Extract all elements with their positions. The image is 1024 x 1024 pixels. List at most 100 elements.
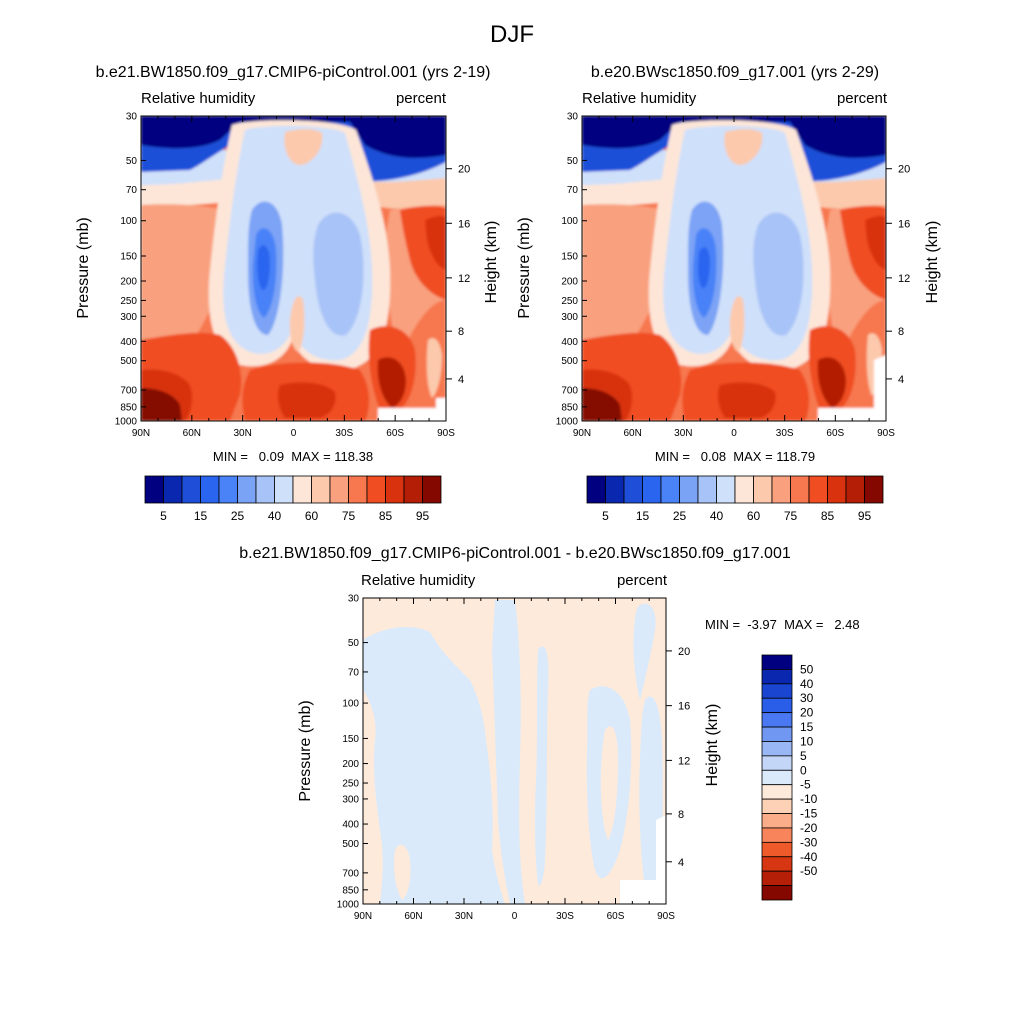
x-tick-label: 90S xyxy=(437,428,455,439)
colorbar-swatch xyxy=(292,475,312,504)
colorbar-swatch xyxy=(761,683,793,699)
panel-1-contour-fill xyxy=(141,116,446,421)
y-tick-label: 500 xyxy=(561,356,578,367)
colorbar-label: 40 xyxy=(800,677,814,691)
colorbar-swatch xyxy=(403,475,423,504)
colorbar-label: 15 xyxy=(194,509,208,523)
right-tick-label: 16 xyxy=(458,218,470,230)
panel-2-plot-area xyxy=(582,116,886,421)
colorbar-label: 60 xyxy=(305,509,319,523)
colorbar-label: 30 xyxy=(800,691,814,705)
panel-2: b.e20.BWsc1850.f09_g17.001 (yrs 2-29) Re… xyxy=(516,64,941,523)
colorbar-label: 25 xyxy=(231,509,245,523)
right-tick-label: 20 xyxy=(898,164,910,176)
y-tick-label: 150 xyxy=(342,734,359,745)
y-tick-label: 500 xyxy=(120,356,137,367)
colorbar-label: 60 xyxy=(747,509,761,523)
panel-1-x-axis: 90N 60N 30N 0 30S 60S 90S xyxy=(132,116,455,439)
y-tick-label: 70 xyxy=(348,667,360,678)
panel-2-title: b.e20.BWsc1850.f09_g17.001 (yrs 2-29) xyxy=(591,64,879,81)
colorbar-label: -15 xyxy=(800,807,818,821)
y-tick-label: 500 xyxy=(342,839,359,850)
y-tick-label: 30 xyxy=(126,112,138,123)
colorbar-label: 75 xyxy=(342,509,356,523)
colorbar-label: 20 xyxy=(800,706,814,720)
colorbar-swatch xyxy=(311,475,331,504)
y-tick-label: 200 xyxy=(561,277,578,288)
colorbar-swatch xyxy=(734,475,754,504)
y-tick-label: 400 xyxy=(561,337,578,348)
x-tick-label: 30S xyxy=(335,428,353,439)
colorbar-swatch xyxy=(237,475,257,504)
x-tick-label: 0 xyxy=(512,911,518,922)
colorbar-label: -40 xyxy=(800,850,818,864)
x-tick-label: 30N xyxy=(674,428,692,439)
colorbar-swatch xyxy=(679,475,699,504)
x-tick-label: 90N xyxy=(573,428,591,439)
colorbar-swatch xyxy=(753,475,773,504)
y-tick-label: 250 xyxy=(561,296,578,307)
colorbar-swatch xyxy=(274,475,294,504)
y-tick-label: 400 xyxy=(120,337,137,348)
colorbar-label: 50 xyxy=(800,662,814,676)
y-tick-label: 50 xyxy=(348,638,360,649)
colorbar-swatch xyxy=(422,475,442,504)
colorbar-swatch xyxy=(761,755,793,771)
right-tick-label: 16 xyxy=(898,218,910,230)
y-tick-label: 150 xyxy=(561,251,578,262)
colorbar-swatch xyxy=(163,475,183,504)
x-tick-label: 60N xyxy=(623,428,641,439)
colorbar-swatch xyxy=(808,475,828,504)
panel-2-contour-fill xyxy=(582,116,886,421)
y-tick-label: 150 xyxy=(120,251,137,262)
colorbar-swatch xyxy=(200,475,220,504)
colorbar-swatch xyxy=(348,475,368,504)
panel-1-right-axis: 20 16 12 8 4 Height (km) xyxy=(446,164,500,386)
y-tick-label: 850 xyxy=(561,402,578,413)
colorbar-swatch xyxy=(716,475,736,504)
right-tick-label: 8 xyxy=(458,326,464,338)
colorbar-swatch xyxy=(761,798,793,814)
colorbar-label: 95 xyxy=(416,509,430,523)
panel-1-colorbar: 5 15 25 40 60 75 85 95 xyxy=(144,475,442,523)
colorbar-swatch xyxy=(605,475,625,504)
colorbar-label: 95 xyxy=(858,509,872,523)
colorbar-swatch xyxy=(218,475,238,504)
panel-3-y-axis-label: Pressure (mb) xyxy=(297,700,314,801)
y-tick-label: 30 xyxy=(567,112,579,123)
colorbar-label: 5 xyxy=(800,749,807,763)
right-tick-label: 4 xyxy=(678,857,684,869)
panel-3-units: percent xyxy=(617,572,668,589)
panel-1-stats: MIN = 0.09 MAX = 118.38 xyxy=(213,449,373,464)
colorbar-swatch xyxy=(761,856,793,872)
panel-3-stats: MIN = -3.97 MAX = 2.48 xyxy=(705,617,860,632)
right-tick-label: 12 xyxy=(458,273,470,285)
colorbar-swatch xyxy=(845,475,865,504)
colorbar-swatch xyxy=(864,475,884,504)
y-tick-label: 400 xyxy=(342,820,359,831)
colorbar-label: 85 xyxy=(379,509,393,523)
colorbar-swatch xyxy=(827,475,847,504)
colorbar-label: 75 xyxy=(784,509,798,523)
y-tick-label: 700 xyxy=(120,385,137,396)
colorbar-label: 10 xyxy=(800,734,814,748)
y-tick-label: 50 xyxy=(126,156,138,167)
colorbar-swatch xyxy=(761,654,793,670)
x-tick-label: 60N xyxy=(183,428,201,439)
panel-2-y-axis-label: Pressure (mb) xyxy=(516,217,533,318)
right-tick-label: 8 xyxy=(678,809,684,821)
colorbar-label: -50 xyxy=(800,864,818,878)
panel-3: b.e21.BW1850.f09_g17.CMIP6-piControl.001… xyxy=(239,545,859,922)
colorbar-swatch xyxy=(761,870,793,886)
panel-2-right-axis: 20 16 12 8 4 Height (km) xyxy=(886,164,941,386)
panel-2-right-axis-label: Height (km) xyxy=(924,221,941,304)
panel-3-right-axis: 20 16 12 8 4 Height (km) xyxy=(666,646,721,869)
y-tick-label: 700 xyxy=(342,868,359,879)
colorbar-swatch xyxy=(586,475,606,504)
x-tick-label: 0 xyxy=(291,428,297,439)
right-tick-label: 4 xyxy=(898,374,904,386)
colorbar-label: 15 xyxy=(800,720,814,734)
y-tick-label: 250 xyxy=(342,779,359,790)
panel-3-x-axis: 90N 60N 30N 0 30S 60S 90S xyxy=(354,598,675,922)
y-tick-label: 1000 xyxy=(115,417,138,428)
